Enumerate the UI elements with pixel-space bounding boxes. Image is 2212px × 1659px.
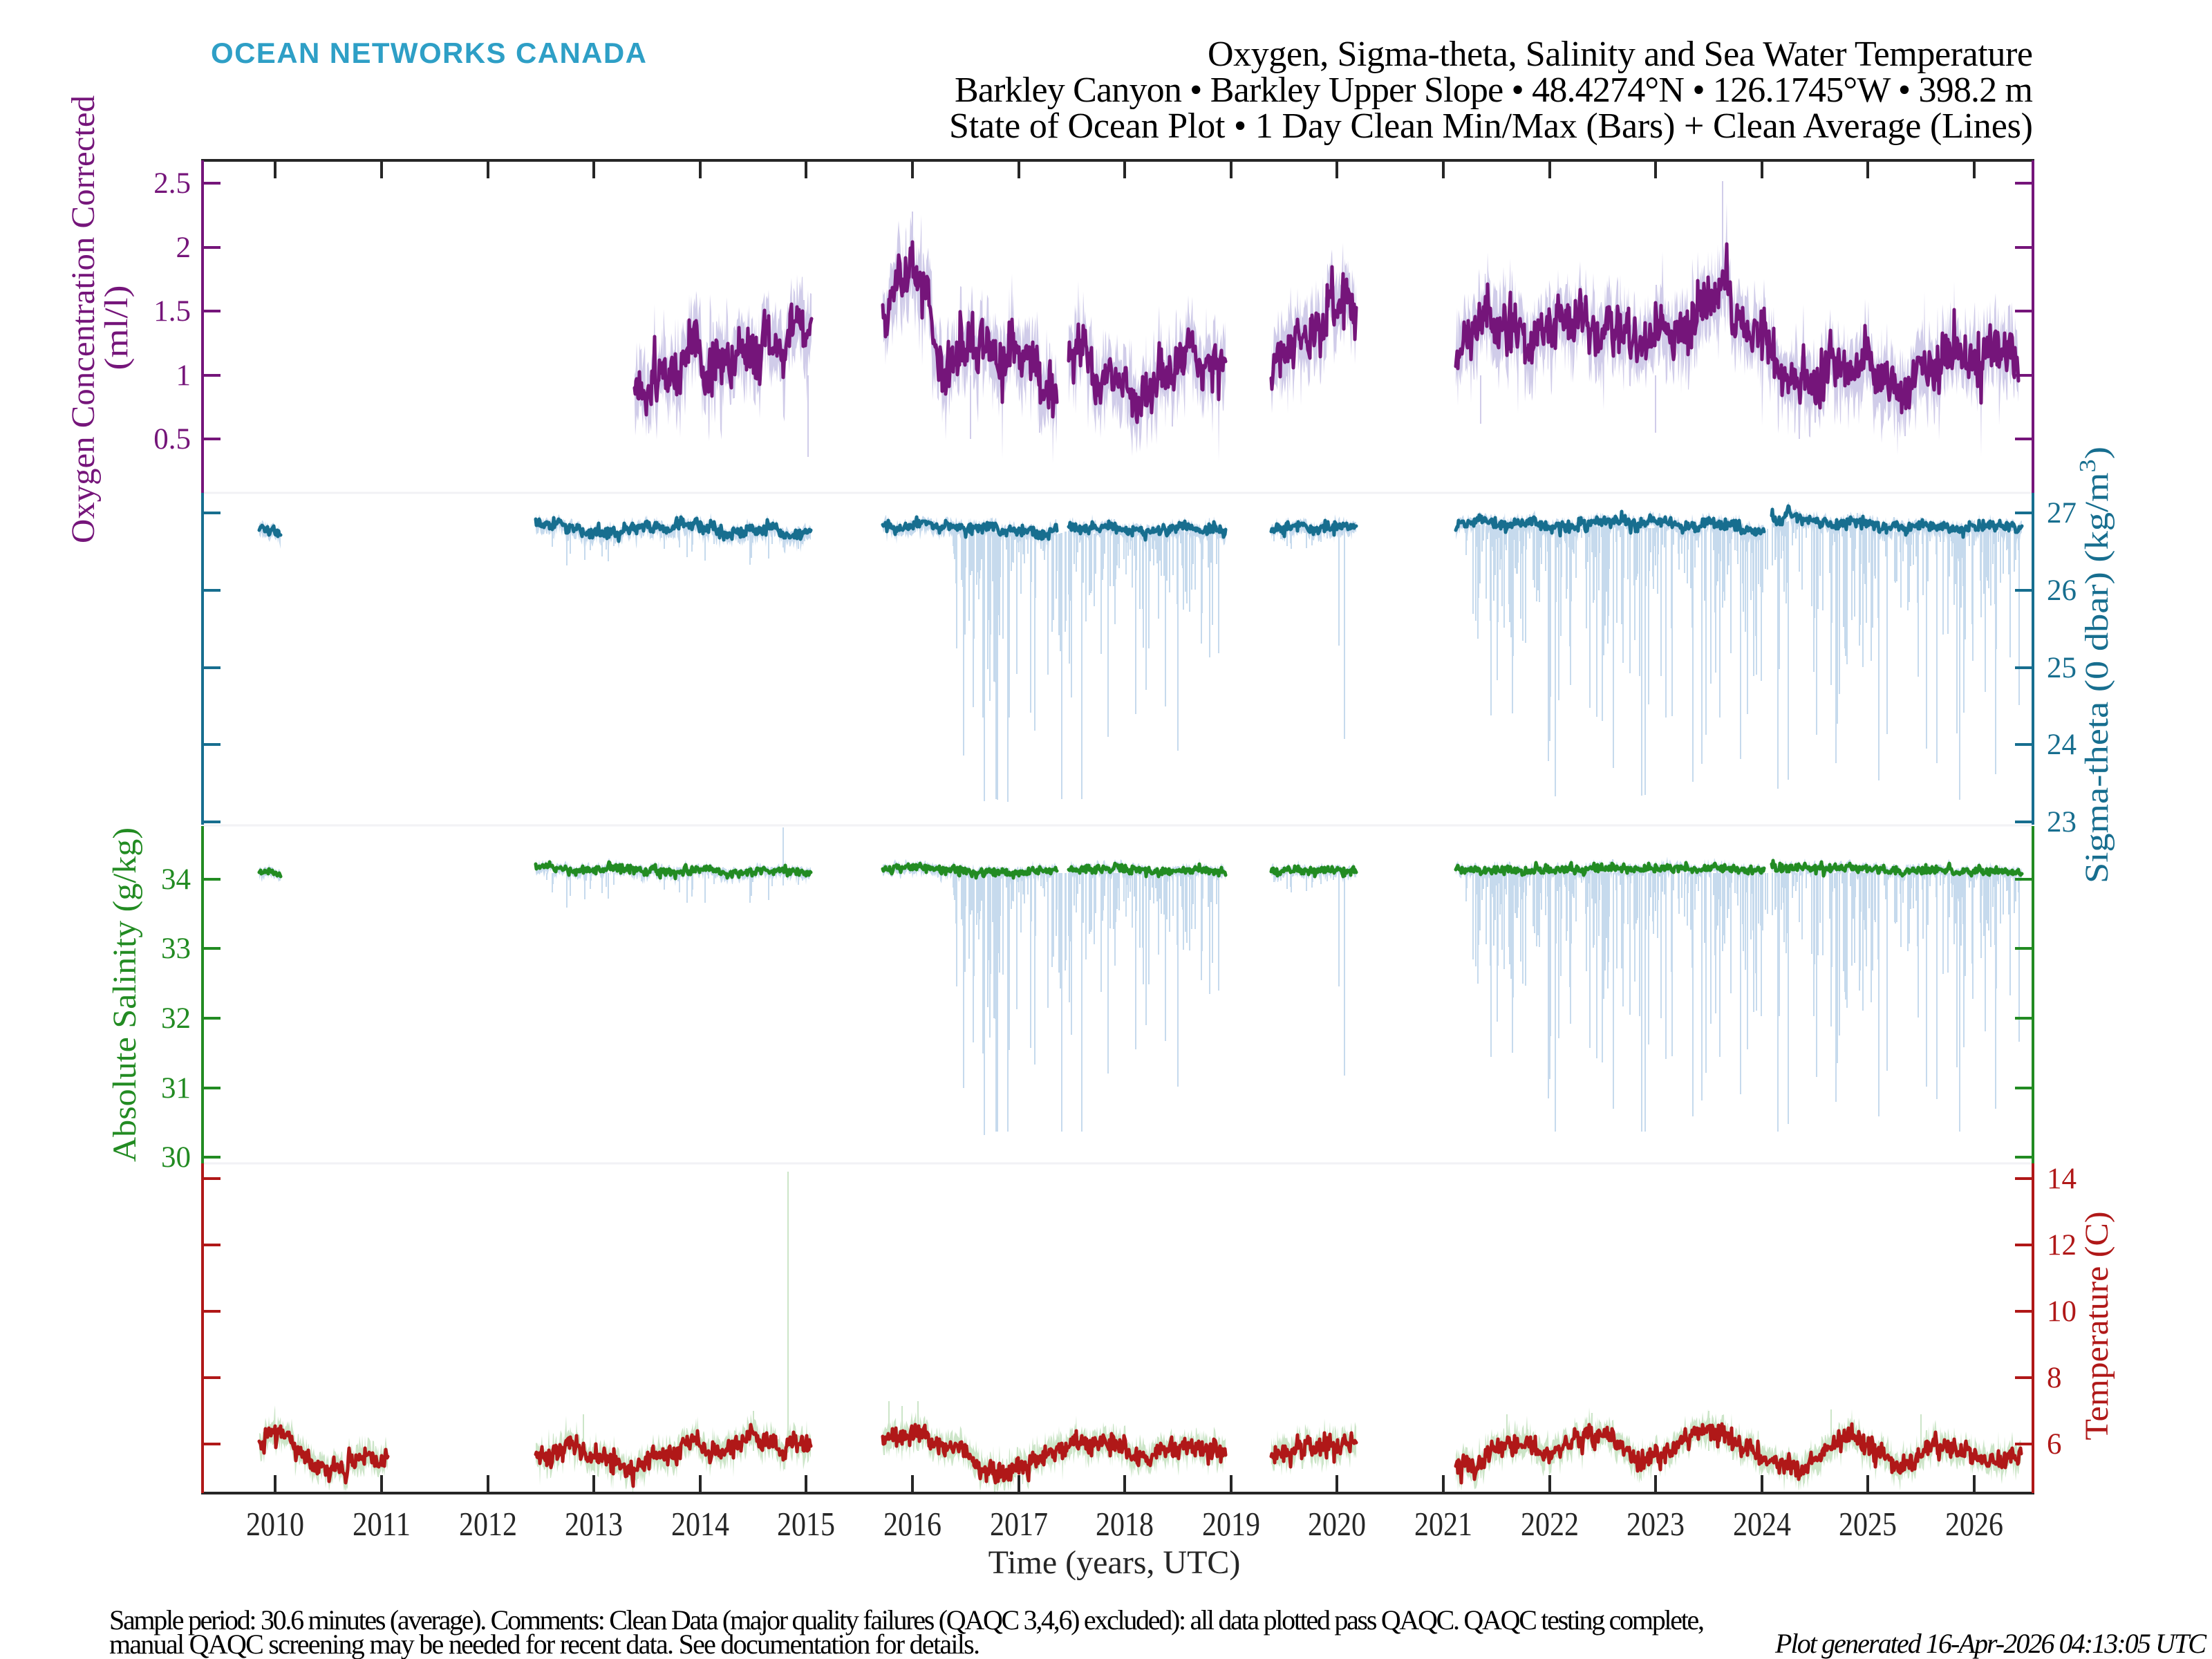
svg-text:Sigma-theta (0 dbar) (kg/m3): Sigma-theta (0 dbar) (kg/m3) <box>2075 447 2115 883</box>
svg-text:2013: 2013 <box>565 1505 623 1543</box>
svg-text:Plot generated 16-Apr-2026 04:: Plot generated 16-Apr-2026 04:13:05 UTC <box>1774 1628 2207 1659</box>
svg-text:2017: 2017 <box>990 1505 1048 1543</box>
svg-text:10: 10 <box>2047 1295 2077 1328</box>
svg-text:2021: 2021 <box>1414 1505 1472 1543</box>
svg-text:27: 27 <box>2047 497 2077 529</box>
svg-text:2: 2 <box>176 232 191 264</box>
svg-text:30: 30 <box>161 1141 191 1174</box>
svg-text:Oxygen, Sigma-theta, Salinity: Oxygen, Sigma-theta, Salinity and Sea Wa… <box>1208 35 2033 74</box>
svg-text:State of Ocean Plot • 1 Day Cl: State of Ocean Plot • 1 Day Clean Min/Ma… <box>949 106 2033 146</box>
svg-text:34: 34 <box>161 863 191 896</box>
svg-text:31: 31 <box>161 1072 191 1105</box>
svg-text:2025: 2025 <box>1839 1505 1897 1543</box>
svg-text:1: 1 <box>176 359 191 392</box>
svg-text:8: 8 <box>2047 1362 2062 1394</box>
svg-text:Time (years, UTC): Time (years, UTC) <box>988 1544 1241 1581</box>
svg-text:2020: 2020 <box>1308 1505 1366 1543</box>
svg-text:2016: 2016 <box>883 1505 941 1543</box>
svg-text:(ml/l): (ml/l) <box>98 285 135 371</box>
svg-text:14: 14 <box>2047 1163 2077 1195</box>
svg-text:24: 24 <box>2047 729 2077 761</box>
svg-text:2010: 2010 <box>246 1505 304 1543</box>
svg-text:23: 23 <box>2047 806 2077 838</box>
svg-text:2011: 2011 <box>353 1505 411 1543</box>
svg-text:2026: 2026 <box>1945 1505 2003 1543</box>
svg-text:Temperature (C): Temperature (C) <box>2079 1212 2115 1441</box>
svg-text:2019: 2019 <box>1202 1505 1260 1543</box>
svg-text:6: 6 <box>2047 1428 2062 1461</box>
svg-text:2.5: 2.5 <box>153 167 191 200</box>
svg-text:2024: 2024 <box>1733 1505 1791 1543</box>
svg-text:manual QAQC screening may be n: manual QAQC screening may be needed for … <box>109 1629 980 1659</box>
svg-text:1.5: 1.5 <box>153 295 191 328</box>
svg-text:0.5: 0.5 <box>153 423 191 456</box>
svg-text:Barkley Canyon • Barkley Upper: Barkley Canyon • Barkley Upper Slope • 4… <box>955 71 2033 110</box>
svg-text:Sample period: 30.6 minutes (a: Sample period: 30.6 minutes (average). C… <box>109 1604 1705 1635</box>
svg-text:Oxygen Concentration Corrected: Oxygen Concentration Corrected <box>65 95 102 543</box>
svg-text:2012: 2012 <box>459 1505 517 1543</box>
svg-text:Absolute Salinity (g/kg): Absolute Salinity (g/kg) <box>106 827 143 1162</box>
svg-text:OCEAN NETWORKS CANADA: OCEAN NETWORKS CANADA <box>211 37 646 69</box>
svg-text:25: 25 <box>2047 652 2077 684</box>
svg-text:2015: 2015 <box>777 1505 835 1543</box>
svg-text:2022: 2022 <box>1521 1505 1579 1543</box>
svg-text:2023: 2023 <box>1627 1505 1685 1543</box>
svg-text:2018: 2018 <box>1096 1505 1154 1543</box>
svg-text:12: 12 <box>2047 1229 2077 1262</box>
svg-text:32: 32 <box>161 1002 191 1035</box>
svg-text:26: 26 <box>2047 574 2077 607</box>
svg-text:2014: 2014 <box>671 1505 729 1543</box>
svg-text:33: 33 <box>161 932 191 965</box>
